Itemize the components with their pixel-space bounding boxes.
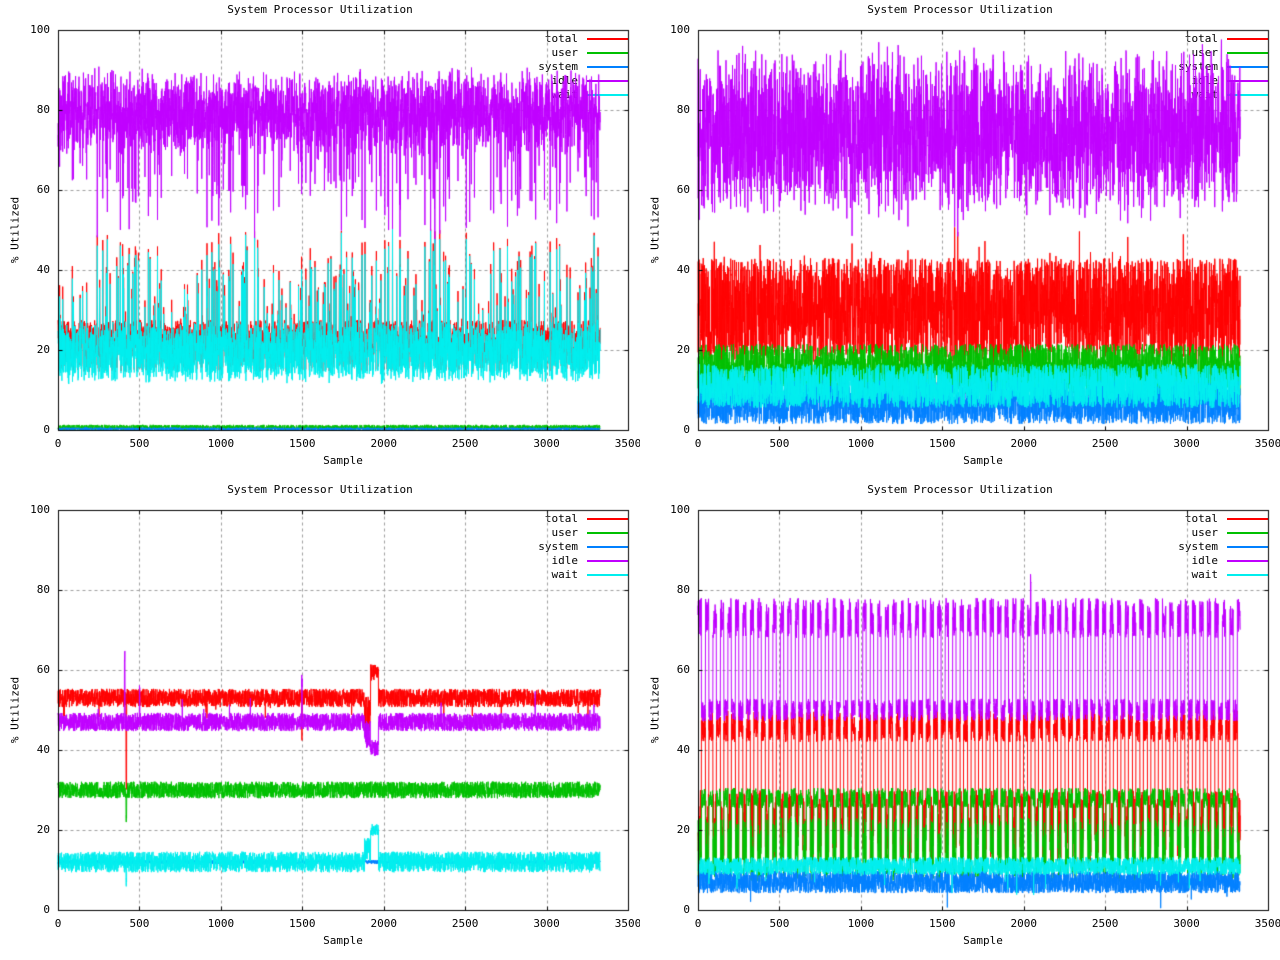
x-tick-label: 2500	[1091, 917, 1119, 930]
x-tick-label: 2000	[370, 917, 397, 930]
x-tick-label: 2500	[1091, 437, 1119, 450]
chart-panel-bottom-right: totalusersystemidlewaitSystem Processor …	[640, 480, 1280, 960]
x-axis-label: Sample	[963, 934, 1003, 947]
y-tick-label: 20	[676, 823, 690, 836]
plot-canvas	[640, 480, 1280, 960]
y-tick-label: 40	[36, 263, 50, 276]
x-tick-label: 1000	[207, 917, 235, 930]
x-axis-label: Sample	[323, 454, 363, 467]
y-tick-label: 100	[670, 503, 690, 516]
x-tick-label: 500	[769, 917, 790, 930]
x-tick-label: 1000	[847, 917, 875, 930]
x-axis-label: Sample	[323, 934, 363, 947]
x-axis-label: Sample	[963, 454, 1003, 467]
y-tick-label: 20	[676, 343, 690, 356]
x-tick-label: 0	[54, 437, 62, 450]
x-tick-label: 2500	[451, 917, 479, 930]
y-tick-label: 40	[676, 263, 690, 276]
chart-title: System Processor Utilization	[867, 483, 1053, 496]
y-tick-label: 20	[36, 823, 50, 836]
x-tick-label: 3500	[1254, 437, 1280, 450]
y-tick-label: 80	[676, 103, 690, 116]
y-tick-label: 80	[36, 583, 50, 596]
y-tick-label: 0	[43, 903, 50, 916]
x-tick-label: 1500	[929, 917, 956, 930]
chart-title: System Processor Utilization	[227, 3, 413, 16]
x-tick-label: 3000	[1173, 917, 1200, 930]
y-tick-label: 100	[30, 503, 50, 516]
x-tick-label: 3000	[533, 437, 560, 450]
chart-panel-bottom-left: totalusersystemidlewaitSystem Processor …	[0, 480, 640, 960]
y-axis-label: % Utilized	[8, 196, 22, 264]
x-tick-label: 500	[769, 437, 790, 450]
x-tick-label: 3500	[614, 437, 640, 450]
x-tick-label: 1500	[289, 437, 316, 450]
y-tick-label: 40	[36, 743, 50, 756]
y-tick-label: 80	[36, 103, 50, 116]
x-tick-label: 3000	[533, 917, 560, 930]
plot-canvas	[640, 0, 1280, 480]
x-tick-label: 2000	[1010, 437, 1037, 450]
x-tick-label: 1000	[847, 437, 875, 450]
y-tick-label: 100	[670, 23, 690, 36]
y-tick-label: 60	[676, 183, 690, 196]
y-tick-label: 60	[36, 663, 50, 676]
y-tick-label: 0	[43, 423, 50, 436]
x-tick-label: 2500	[451, 437, 479, 450]
y-axis-label: % Utilized	[8, 676, 22, 744]
x-tick-label: 500	[129, 437, 150, 450]
x-tick-label: 500	[129, 917, 150, 930]
y-tick-label: 60	[676, 663, 690, 676]
x-tick-label: 3500	[1254, 917, 1280, 930]
y-tick-label: 100	[30, 23, 50, 36]
y-tick-label: 20	[36, 343, 50, 356]
y-tick-label: 0	[683, 903, 690, 916]
x-tick-label: 1000	[207, 437, 235, 450]
x-tick-label: 0	[54, 917, 62, 930]
chart-panel-top-left: totalusersystemidlewaitSystem Processor …	[0, 0, 640, 480]
x-tick-label: 1500	[289, 917, 316, 930]
plot-canvas	[0, 0, 640, 480]
chart-title: System Processor Utilization	[867, 3, 1053, 16]
x-tick-label: 2000	[1010, 917, 1037, 930]
y-tick-label: 0	[683, 423, 690, 436]
y-axis-label: % Utilized	[648, 676, 662, 744]
y-axis-label: % Utilized	[648, 196, 662, 264]
chart-title: System Processor Utilization	[227, 483, 413, 496]
x-tick-label: 0	[694, 917, 702, 930]
plot-canvas	[0, 480, 640, 960]
x-tick-label: 1500	[929, 437, 956, 450]
x-tick-label: 0	[694, 437, 702, 450]
x-tick-label: 2000	[370, 437, 397, 450]
x-tick-label: 3000	[1173, 437, 1200, 450]
x-tick-label: 3500	[614, 917, 640, 930]
y-tick-label: 80	[676, 583, 690, 596]
y-tick-label: 60	[36, 183, 50, 196]
y-tick-label: 40	[676, 743, 690, 756]
chart-panel-top-right: totalusersystemidlewaitSystem Processor …	[640, 0, 1280, 480]
